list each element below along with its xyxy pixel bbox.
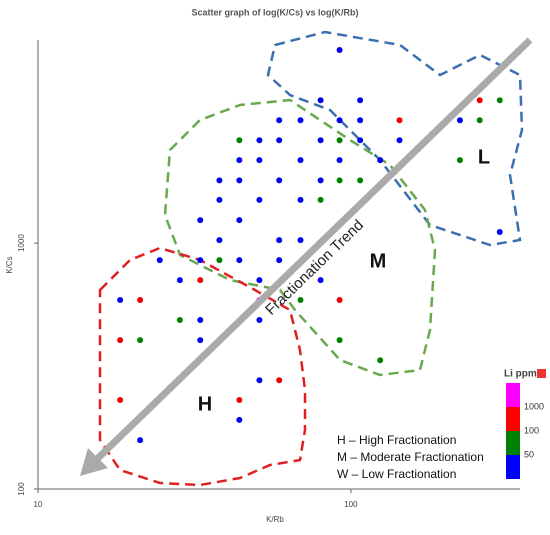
point <box>216 177 223 184</box>
point <box>276 257 283 264</box>
point <box>496 228 503 235</box>
point <box>197 257 204 264</box>
legend-label: 100 <box>524 425 539 435</box>
point <box>317 277 324 284</box>
point <box>317 137 324 144</box>
legend-label: 1000 <box>524 401 544 411</box>
point <box>476 97 483 104</box>
point <box>176 316 183 323</box>
point <box>276 177 283 184</box>
point <box>256 157 263 164</box>
region-label: H <box>198 393 212 415</box>
point <box>317 177 324 184</box>
legend-swatch <box>506 431 520 455</box>
point <box>357 117 364 124</box>
point <box>236 217 243 224</box>
x-tick-label: 100 <box>344 500 358 509</box>
point <box>137 337 144 344</box>
point <box>297 237 304 244</box>
point <box>496 97 503 104</box>
y-axis-label: K/Cs <box>5 256 14 273</box>
point <box>216 257 223 264</box>
point <box>156 257 163 264</box>
legend-close[interactable] <box>537 369 546 378</box>
point <box>276 137 283 144</box>
point <box>197 337 204 344</box>
x-axis-label: K/Rb <box>266 515 284 524</box>
point <box>297 196 304 203</box>
legend-swatch <box>506 383 520 407</box>
point <box>336 117 343 124</box>
point <box>276 237 283 244</box>
point <box>236 157 243 164</box>
point <box>297 117 304 124</box>
point <box>256 377 263 384</box>
key-text: H – High Fractionation <box>337 433 456 447</box>
m-region <box>163 98 437 377</box>
point <box>357 137 364 144</box>
h-region <box>98 246 307 487</box>
point <box>336 177 343 184</box>
point <box>256 196 263 203</box>
point <box>117 397 124 404</box>
key-text: W – Low Fractionation <box>337 467 456 481</box>
point <box>137 297 144 304</box>
point <box>236 416 243 423</box>
key-text: M – Moderate Fractionation <box>337 450 484 464</box>
point <box>336 297 343 304</box>
legend-label: 50 <box>524 449 534 459</box>
point <box>456 157 463 164</box>
point <box>317 196 324 203</box>
point <box>396 117 403 124</box>
chart-title: Scatter graph of log(K/Cs) vs log(K/Rb) <box>191 7 358 17</box>
point <box>357 177 364 184</box>
arrow-head <box>80 448 108 476</box>
point <box>236 177 243 184</box>
point <box>256 137 263 144</box>
point <box>297 157 304 164</box>
point <box>236 137 243 144</box>
trend-arrow <box>93 37 533 463</box>
region-label: L <box>478 146 490 168</box>
point <box>236 257 243 264</box>
point <box>396 137 403 144</box>
regions <box>98 30 524 487</box>
point <box>236 397 243 404</box>
l-region <box>266 30 524 247</box>
x-tick-label: 10 <box>34 500 43 509</box>
point <box>336 337 343 344</box>
point <box>336 137 343 144</box>
point <box>276 117 283 124</box>
point <box>377 157 384 164</box>
legend-swatch <box>506 407 520 431</box>
point <box>117 337 124 344</box>
y-tick-label: 1000 <box>17 234 26 252</box>
point <box>176 277 183 284</box>
point <box>256 277 263 284</box>
region-label: M <box>370 250 387 272</box>
point <box>476 117 483 124</box>
point <box>336 157 343 164</box>
point <box>256 316 263 323</box>
point <box>197 277 204 284</box>
point <box>117 297 124 304</box>
point <box>216 196 223 203</box>
point <box>216 237 223 244</box>
y-tick-label: 100 <box>17 482 26 496</box>
point <box>357 97 364 104</box>
point <box>297 297 304 304</box>
legend-swatch <box>506 455 520 479</box>
point <box>456 117 463 124</box>
point <box>377 357 384 364</box>
point <box>137 437 144 444</box>
points <box>117 47 503 444</box>
trend-label: Fractionation Trend <box>262 217 367 319</box>
point <box>317 97 324 104</box>
point <box>197 316 204 323</box>
point <box>197 217 204 224</box>
point <box>276 377 283 384</box>
legend-title: Li ppm <box>504 369 537 380</box>
point <box>336 47 343 54</box>
